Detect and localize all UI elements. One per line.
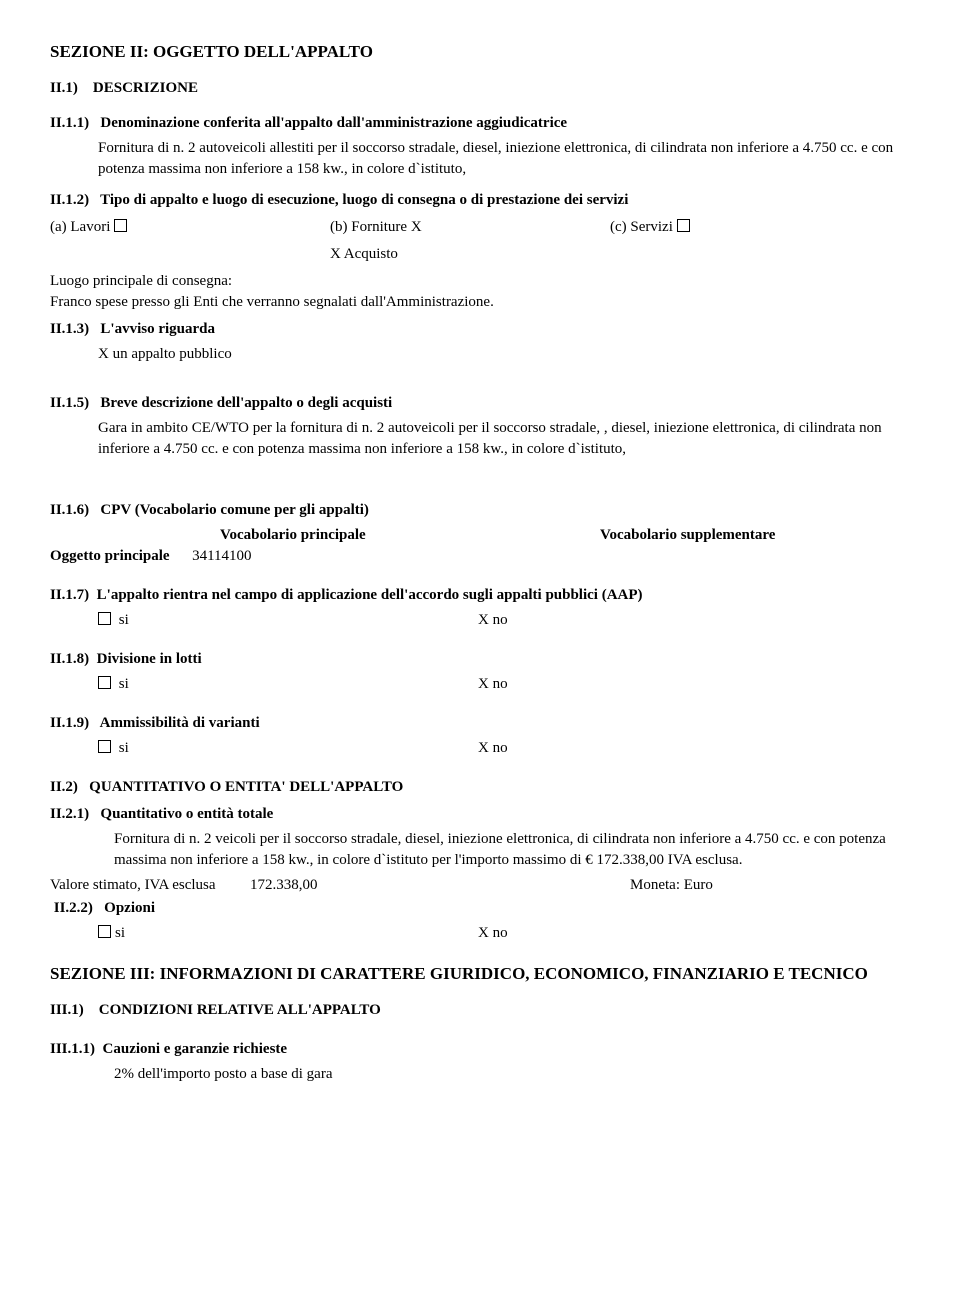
iii11-body: 2% dell'importo posto a base di gara <box>114 1064 910 1085</box>
ii12-acquisto-row: X Acquisto <box>50 244 910 265</box>
ii12-text: Tipo di appalto e luogo di esecuzione, l… <box>100 192 628 208</box>
section-iii-title: SEZIONE III: INFORMAZIONI DI CARATTERE G… <box>50 962 910 986</box>
ii2-label: II.2) <box>50 779 78 795</box>
ii17-text: L'appalto rientra nel campo di applicazi… <box>97 587 643 603</box>
ii22-heading: II.2.2) Opzioni <box>50 898 910 919</box>
ii19-si-text: si <box>119 740 129 756</box>
ii1-text: DESCRIZIONE <box>93 80 198 96</box>
ii17-label: II.1.7) <box>50 587 89 603</box>
iii11-label: III.1.1) <box>50 1041 95 1057</box>
ii19-no: X no <box>478 738 910 759</box>
iii1-heading: III.1) CONDIZIONI RELATIVE ALL'APPALTO <box>50 1000 910 1021</box>
ii21-heading: II.2.1) Quantitativo o entità totale <box>50 804 910 825</box>
ii12-a-text: (a) Lavori <box>50 219 110 235</box>
ii16-label: II.1.6) <box>50 502 89 518</box>
checkbox-icon <box>114 219 127 232</box>
ii18-text: Divisione in lotti <box>97 651 202 667</box>
ii12-options-row: (a) Lavori (b) Forniture X (c) Servizi <box>50 217 910 238</box>
ii11-body: Fornitura di n. 2 autoveicoli allestiti … <box>98 138 910 180</box>
iii1-label: III.1) <box>50 1002 84 1018</box>
ii16-header-row: Vocabolario principale Vocabolario suppl… <box>50 525 910 546</box>
section-ii-title: SEZIONE II: OGGETTO DELL'APPALTO <box>50 40 910 64</box>
ii21-body: Fornitura di n. 2 veicoli per il soccors… <box>114 829 910 871</box>
ii16-col1: Vocabolario principale <box>50 525 600 546</box>
ii18-si-text: si <box>119 676 129 692</box>
ii15-body: Gara in ambito CE/WTO per la fornitura d… <box>98 418 910 460</box>
ii12-luogo-label: Luogo principale di consegna: <box>50 271 910 292</box>
ii13-text: L'avviso riguarda <box>100 321 215 337</box>
ii18-heading: II.1.8) Divisione in lotti <box>50 649 910 670</box>
iii11-text: Cauzioni e garanzie richieste <box>103 1041 288 1057</box>
ii13-option: X un appalto pubblico <box>98 344 910 365</box>
ii12-c: (c) Servizi <box>610 217 910 238</box>
ii22-label: II.2.2) <box>54 900 93 916</box>
ii12-b: (b) Forniture X <box>330 217 610 238</box>
ii16-oggetto-label: Oggetto principale <box>50 548 170 564</box>
ii12-acquisto: X Acquisto <box>330 244 610 265</box>
ii16-text: CPV (Vocabolario comune per gli appalti) <box>100 502 368 518</box>
ii19-si: si <box>98 738 478 759</box>
ii1-label: II.1) <box>50 80 78 96</box>
ii17-options: si X no <box>98 610 910 631</box>
ii11-text: Denominazione conferita all'appalto dall… <box>100 115 567 131</box>
ii15-heading: II.1.5) Breve descrizione dell'appalto o… <box>50 393 910 414</box>
checkbox-icon <box>98 925 111 938</box>
ii2-text: QUANTITATIVO O ENTITA' DELL'APPALTO <box>89 779 403 795</box>
iii11-heading: III.1.1) Cauzioni e garanzie richieste <box>50 1039 910 1060</box>
ii18-no: X no <box>478 674 910 695</box>
ii11-heading: II.1.1) Denominazione conferita all'appa… <box>50 113 910 134</box>
checkbox-icon <box>98 612 111 625</box>
ii22-text: Opzioni <box>104 900 155 916</box>
checkbox-icon <box>677 219 690 232</box>
valore-moneta: Moneta: Euro <box>630 875 910 896</box>
ii12-c-text: (c) Servizi <box>610 219 673 235</box>
ii18-options: si X no <box>98 674 910 695</box>
ii15-label: II.1.5) <box>50 395 89 411</box>
ii18-label: II.1.8) <box>50 651 89 667</box>
ii16-heading: II.1.6) CPV (Vocabolario comune per gli … <box>50 500 910 521</box>
checkbox-icon <box>98 740 111 753</box>
ii22-options: si X no <box>98 923 910 944</box>
iii1-text: CONDIZIONI RELATIVE ALL'APPALTO <box>99 1002 381 1018</box>
ii19-heading: II.1.9) Ammissibilità di varianti <box>50 713 910 734</box>
ii16-oggetto-row: Oggetto principale 34114100 <box>50 546 910 567</box>
checkbox-icon <box>98 676 111 689</box>
ii15-text: Breve descrizione dell'appalto o degli a… <box>100 395 392 411</box>
ii1-heading: II.1) DESCRIZIONE <box>50 78 910 99</box>
ii21-label: II.2.1) <box>50 806 89 822</box>
ii2-heading: II.2) QUANTITATIVO O ENTITA' DELL'APPALT… <box>50 777 910 798</box>
ii22-si-text: si <box>115 925 125 941</box>
ii22-no: X no <box>478 923 910 944</box>
ii12-heading: II.1.2) Tipo di appalto e luogo di esecu… <box>50 190 910 211</box>
ii17-no: X no <box>478 610 910 631</box>
valore-label: Valore stimato, IVA esclusa <box>50 875 250 896</box>
ii19-options: si X no <box>98 738 910 759</box>
ii16-col2: Vocabolario supplementare <box>600 525 910 546</box>
valore-value: 172.338,00 <box>250 875 630 896</box>
ii22-si: si <box>98 923 478 944</box>
ii18-si: si <box>98 674 478 695</box>
ii16-oggetto-value: 34114100 <box>192 548 251 564</box>
valore-row: Valore stimato, IVA esclusa 172.338,00 M… <box>50 875 910 896</box>
ii12-label: II.1.2) <box>50 192 89 208</box>
ii17-heading: II.1.7) L'appalto rientra nel campo di a… <box>50 585 910 606</box>
ii13-heading: II.1.3) L'avviso riguarda <box>50 319 910 340</box>
ii21-text: Quantitativo o entità totale <box>100 806 273 822</box>
ii11-label: II.1.1) <box>50 115 89 131</box>
ii17-si-text: si <box>119 612 129 628</box>
ii19-label: II.1.9) <box>50 715 89 731</box>
ii12-a: (a) Lavori <box>50 217 330 238</box>
ii13-label: II.1.3) <box>50 321 89 337</box>
ii17-si: si <box>98 610 478 631</box>
ii19-text: Ammissibilità di varianti <box>100 715 260 731</box>
ii12-luogo-text: Franco spese presso gli Enti che verrann… <box>50 292 910 313</box>
